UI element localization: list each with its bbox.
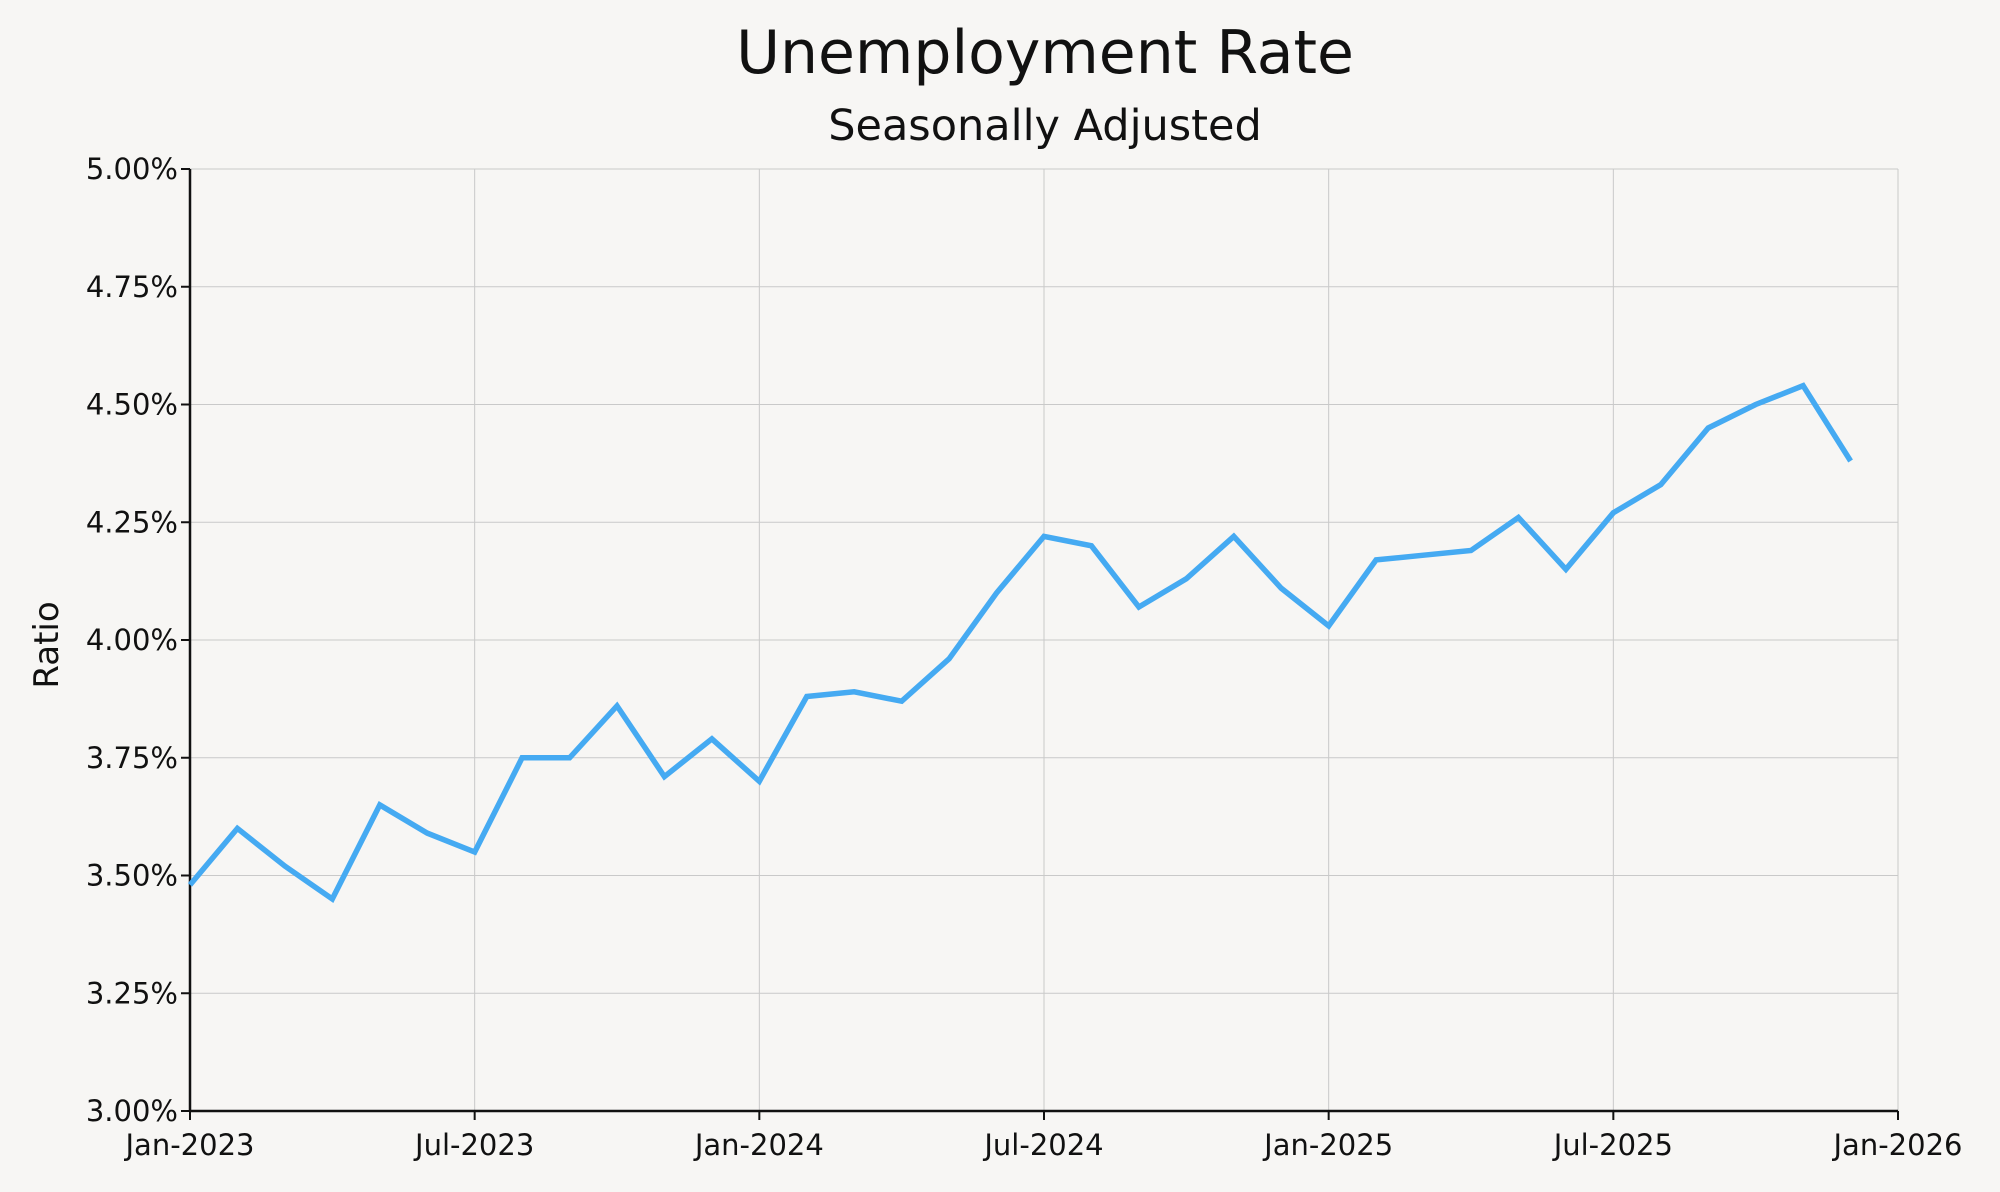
x-tick-label: Jul-2025 bbox=[1552, 1128, 1673, 1162]
series-line bbox=[187, 382, 1853, 904]
x-tick-label: Jan-2024 bbox=[693, 1128, 824, 1162]
x-tick-label: Jul-2023 bbox=[413, 1128, 534, 1162]
y-tick-label: 4.75% bbox=[86, 270, 178, 304]
y-tick-label: 3.75% bbox=[86, 741, 178, 775]
y-tick-label: 3.00% bbox=[86, 1094, 178, 1128]
y-tick-label: 4.50% bbox=[86, 388, 178, 422]
y-tick-label: 4.25% bbox=[86, 505, 178, 539]
series-layer bbox=[187, 382, 1853, 904]
grid bbox=[189, 168, 1899, 1112]
x-axis-ticks: Jan-2023 Jul-2023 Jan-2024 Jul-2024 Jan-2025… bbox=[124, 1111, 1963, 1162]
x-tick-label: Jan-2023 bbox=[124, 1128, 255, 1162]
y-tick-label: 3.25% bbox=[86, 976, 178, 1010]
chart-title: Unemployment Rate bbox=[736, 18, 1354, 88]
y-tick-label: 5.00% bbox=[86, 152, 178, 186]
chart-subtitle: Seasonally Adjusted bbox=[828, 101, 1262, 151]
x-tick-label: Jan-2026 bbox=[1832, 1128, 1963, 1162]
y-tick-label: 4.00% bbox=[86, 623, 178, 657]
y-axis-ticks: 3.00% 3.25% 3.50% 3.75% 4.00% 4.25% 4.50% 4.75%… bbox=[86, 152, 190, 1128]
y-axis-label: Ratio bbox=[27, 601, 67, 688]
x-tick-label: Jul-2024 bbox=[982, 1128, 1103, 1162]
y-tick-label: 3.50% bbox=[86, 859, 178, 893]
x-tick-label: Jan-2025 bbox=[1262, 1128, 1393, 1162]
